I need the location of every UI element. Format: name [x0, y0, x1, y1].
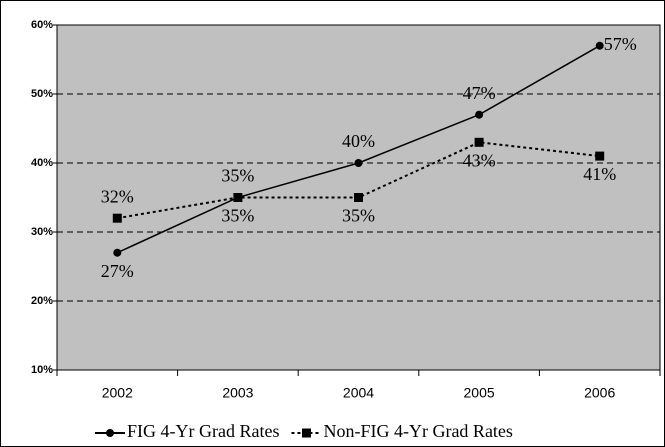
value-label: 57% [604, 34, 637, 54]
value-label: 40% [342, 131, 375, 151]
x-tick-label: 2005 [464, 385, 495, 401]
data-point [474, 137, 484, 147]
legend-marker [106, 429, 114, 437]
y-tick-label: 40% [31, 157, 53, 169]
y-tick-label: 10% [31, 364, 53, 376]
legend-label: Non-FIG 4-Yr Grad Rates [323, 421, 512, 441]
x-tick-label: 2002 [102, 385, 133, 401]
value-label: 27% [101, 261, 134, 281]
value-label: 43% [463, 150, 496, 170]
value-label: 35% [221, 206, 254, 226]
y-tick-label: 50% [31, 88, 53, 100]
data-point [233, 193, 243, 202]
value-label: 32% [101, 186, 134, 206]
data-point [112, 213, 122, 223]
value-label: 35% [342, 206, 375, 226]
data-point [595, 151, 605, 161]
data-point [354, 193, 363, 202]
data-point [595, 41, 604, 50]
legend-label: FIG 4-Yr Grad Rates [127, 421, 279, 441]
y-tick-label: 30% [31, 226, 53, 238]
y-tick-label: 20% [31, 295, 53, 307]
y-tick-label: 60% [31, 19, 53, 31]
value-label: 35% [221, 166, 254, 186]
value-label: 47% [463, 83, 496, 103]
x-tick-label: 2003 [222, 385, 253, 401]
data-point [354, 159, 363, 167]
x-tick-label: 2004 [343, 385, 374, 401]
value-label: 41% [583, 164, 616, 184]
legend-marker [301, 428, 311, 438]
data-point [475, 110, 484, 119]
data-point [113, 248, 122, 257]
x-tick-label: 2006 [584, 385, 615, 401]
